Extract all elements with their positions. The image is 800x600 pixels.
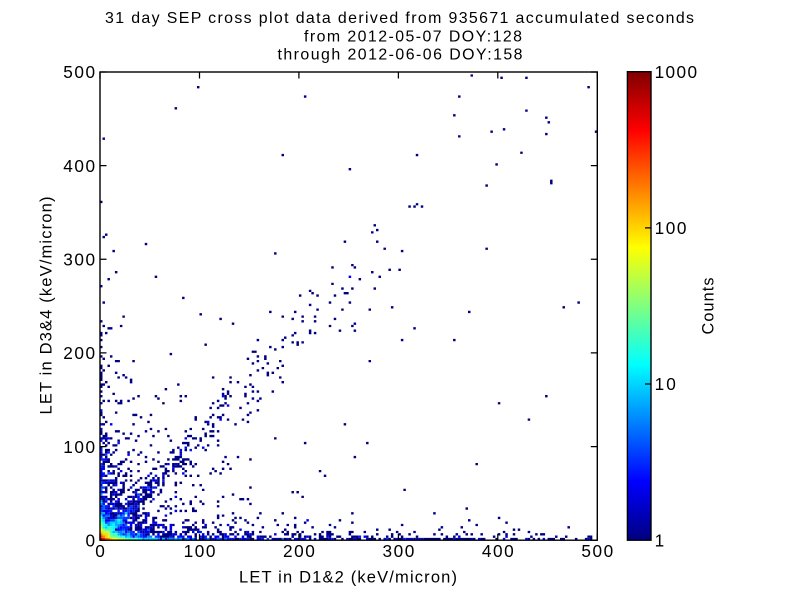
svg-text:LET in D3&4 (keV/micron): LET in D3&4 (keV/micron): [37, 197, 55, 415]
svg-text:500: 500: [581, 541, 613, 561]
svg-text:from 2012-05-07 DOY:128: from 2012-05-07 DOY:128: [304, 28, 522, 45]
svg-text:400: 400: [63, 156, 95, 176]
svg-text:1: 1: [655, 530, 665, 550]
svg-text:0: 0: [95, 541, 105, 561]
svg-text:300: 300: [63, 250, 95, 270]
svg-text:0: 0: [85, 530, 95, 550]
svg-text:1000: 1000: [655, 62, 697, 82]
svg-text:200: 200: [283, 541, 315, 561]
svg-text:Counts: Counts: [699, 278, 717, 335]
svg-text:100: 100: [184, 541, 216, 561]
svg-text:300: 300: [383, 541, 415, 561]
svg-text:500: 500: [63, 62, 95, 82]
svg-text:31 day SEP cross plot data der: 31 day SEP cross plot data derived from …: [105, 10, 694, 27]
svg-text:LET in D1&2 (keV/micron): LET in D1&2 (keV/micron): [239, 569, 457, 587]
svg-text:400: 400: [482, 541, 514, 561]
svg-text:100: 100: [63, 437, 95, 457]
svg-text:200: 200: [63, 343, 95, 363]
svg-text:100: 100: [655, 218, 687, 238]
svg-text:through 2012-06-06 DOY:158: through 2012-06-06 DOY:158: [278, 47, 523, 64]
